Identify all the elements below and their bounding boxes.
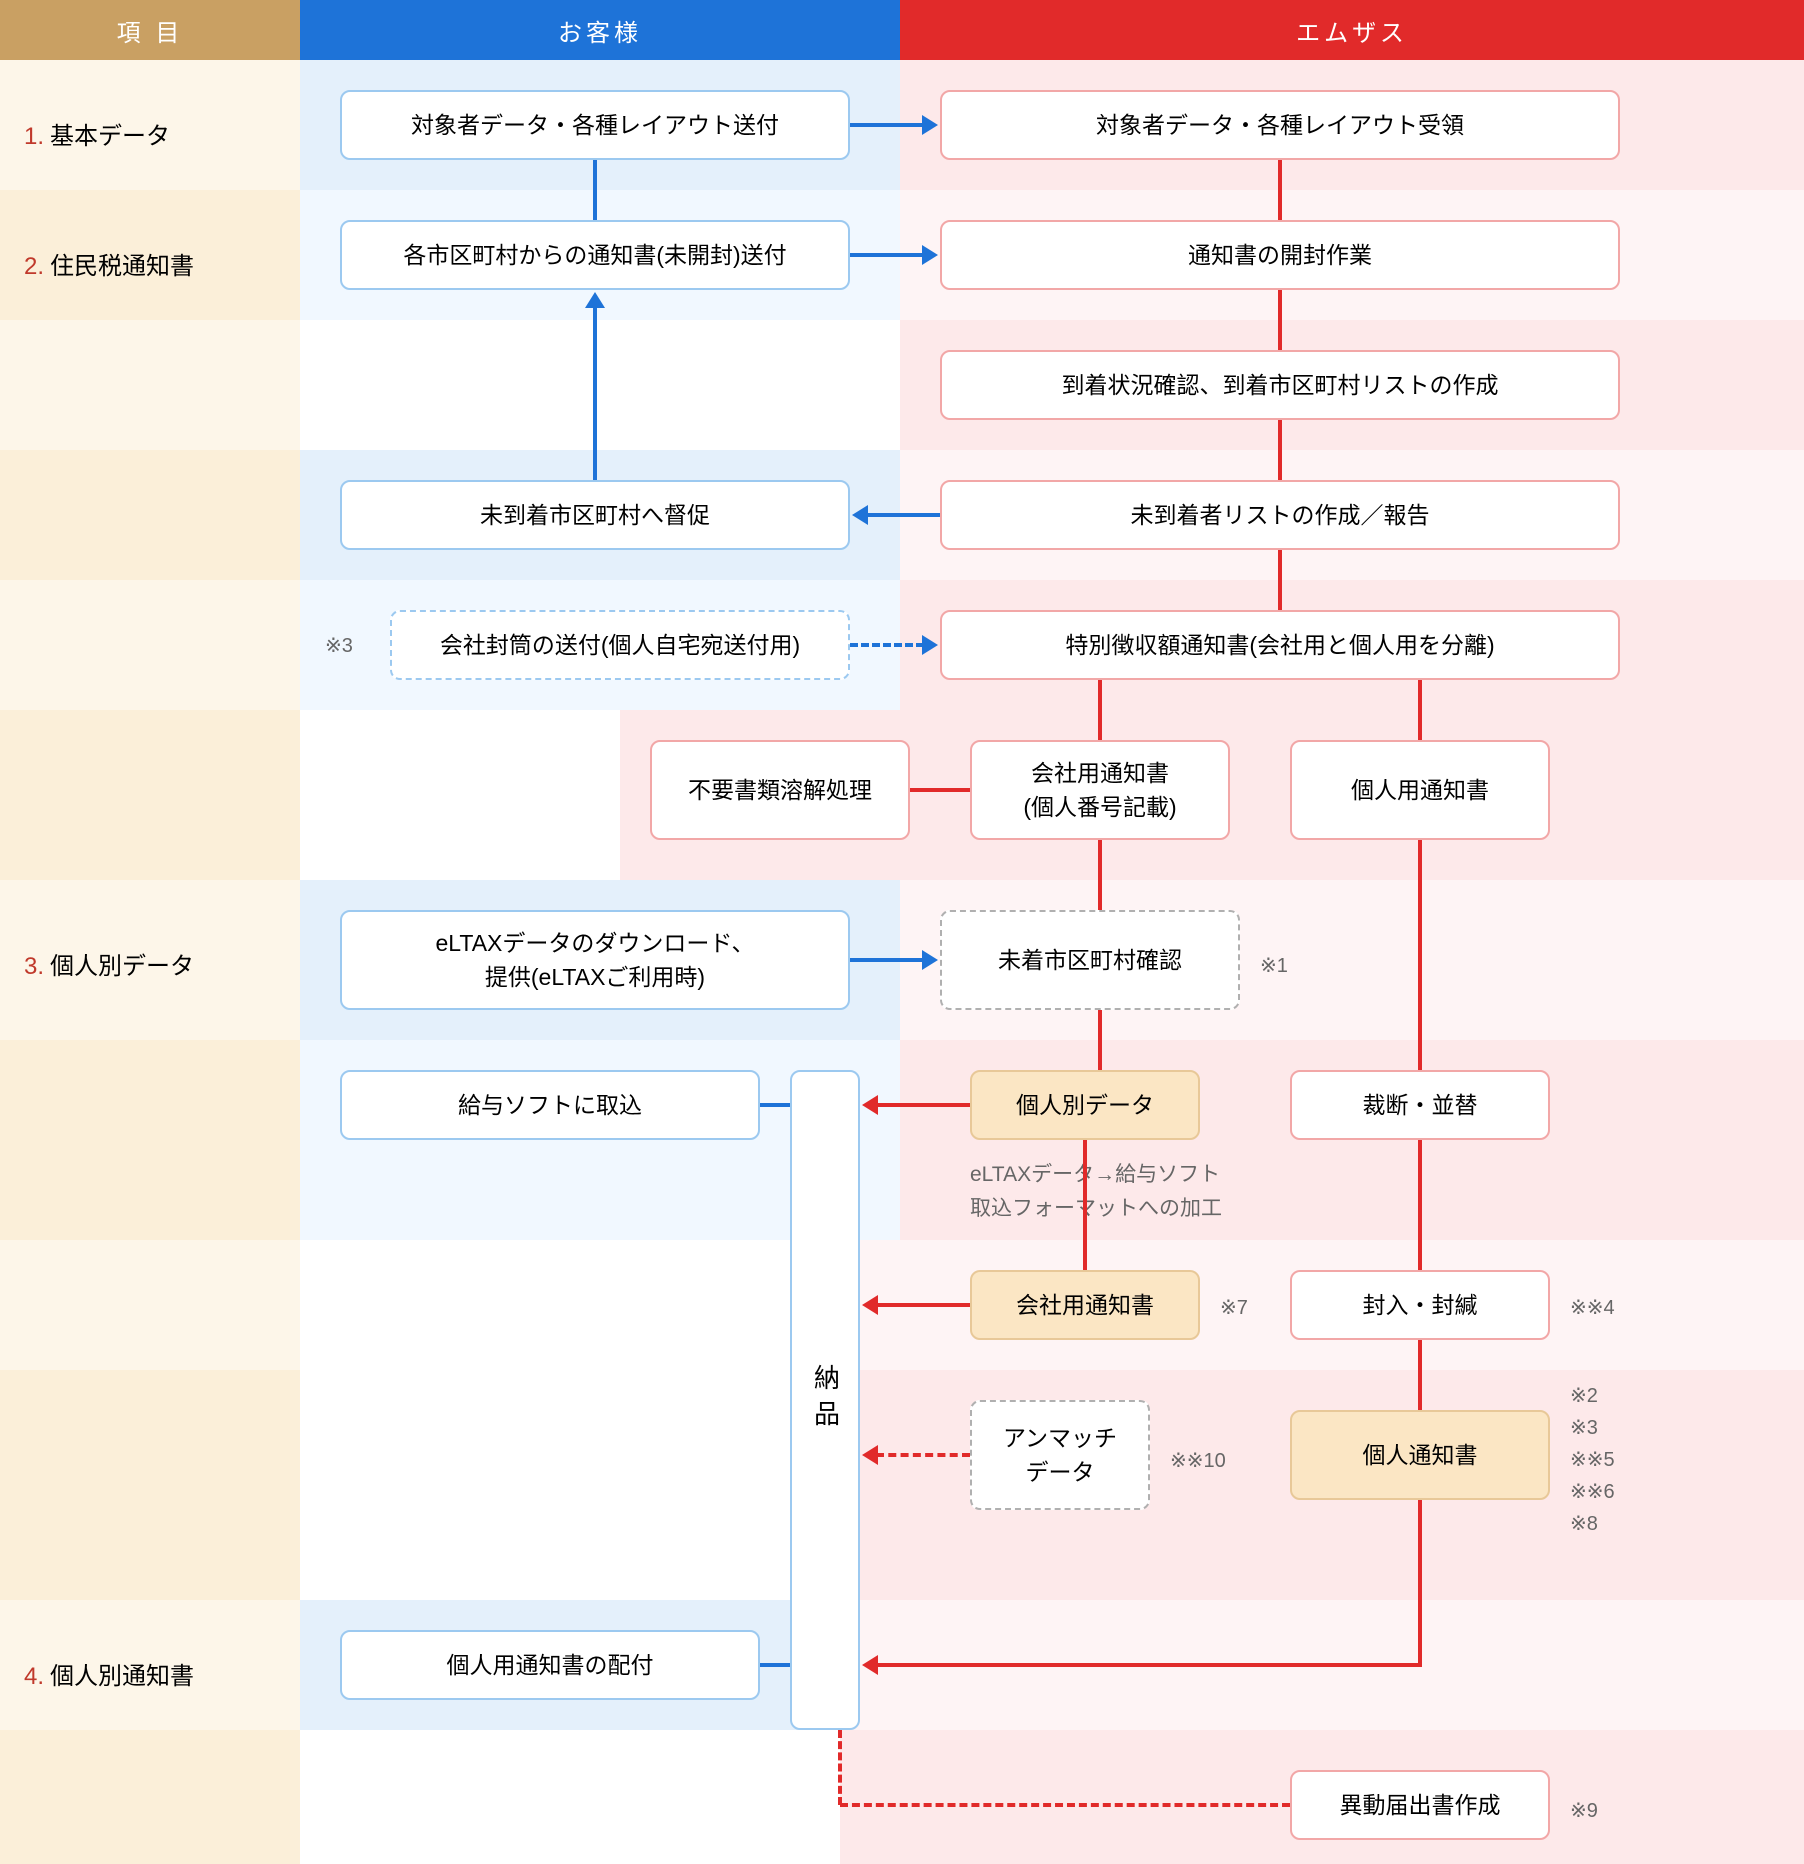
box-customer-distribute: 個人用通知書の配付 — [340, 1630, 760, 1700]
box-customer-import: 給与ソフトに取込 — [340, 1070, 760, 1140]
arrow-line — [876, 1103, 970, 1107]
arrow-head — [862, 1445, 878, 1465]
note-3-left: ※3 — [325, 630, 353, 662]
arrow-line — [838, 1730, 842, 1805]
lane-l-row — [0, 1370, 300, 1600]
lane-l-row — [0, 320, 300, 450]
arrow-line — [1418, 680, 1422, 740]
arrow-line — [850, 123, 924, 127]
arrow-head — [862, 1655, 878, 1675]
box-emzas-seal: 封入・封緘 — [1290, 1270, 1550, 1340]
box-emzas-company-notice-2: 会社用通知書 — [970, 1270, 1200, 1340]
box-customer-notice-send: 各市区町村からの通知書(未開封)送付 — [340, 220, 850, 290]
arrow-line — [850, 643, 924, 647]
arrow-line — [1418, 1500, 1422, 1663]
box-emzas-company-notice: 会社用通知書 (個人番号記載) — [970, 740, 1230, 840]
box-emzas-arrival-check: 到着状況確認、到着市区町村リストの作成 — [940, 350, 1620, 420]
lane-l-row — [0, 1240, 300, 1370]
arrow-line — [876, 1663, 1422, 1667]
lane-c-row — [300, 320, 900, 450]
arrow-line — [910, 788, 970, 792]
box-customer-eltax: eLTAXデータのダウンロード、 提供(eLTAXご利用時) — [340, 910, 850, 1010]
box-customer-data-send: 対象者データ・各種レイアウト送付 — [340, 90, 850, 160]
arrow-line — [1418, 1140, 1422, 1270]
note-eltax-process: eLTAXデータ→給与ソフト 取込フォーマットへの加工 — [970, 1158, 1222, 1225]
arrow-line — [1083, 1140, 1087, 1270]
lane-l-row — [0, 1730, 300, 1864]
flowchart-root: 項 目 お客様 エムザス 1.基本データ 2.住民税通知書 3.個人別データ 4… — [0, 0, 1804, 1864]
arrow-head — [852, 505, 868, 525]
box-emzas-personal-notice: 個人用通知書 — [1290, 740, 1550, 840]
lane-c-row — [300, 1730, 900, 1864]
arrow-head — [862, 1095, 878, 1115]
box-emzas-unmatch: アンマッチ データ — [970, 1400, 1150, 1510]
box-customer-envelope-send: 会社封筒の送付(個人自宅宛送付用) — [390, 610, 850, 680]
arrow-line — [840, 1803, 1290, 1807]
box-emzas-unreceived-report: 未到着者リストの作成／報告 — [940, 480, 1620, 550]
category-individual-data: 3.個人別データ — [0, 930, 300, 997]
note-4: ※※4 — [1570, 1292, 1615, 1324]
note-7: ※7 — [1220, 1292, 1248, 1324]
lane-l-row — [0, 450, 300, 580]
note-9: ※9 — [1570, 1795, 1598, 1827]
arrow-line — [876, 1453, 970, 1457]
note-right-list: ※2 ※3 ※※5 ※※6 ※8 — [1570, 1380, 1615, 1540]
arrow-line — [593, 160, 597, 220]
arrow-line — [1418, 840, 1422, 1070]
box-customer-reminder: 未到着市区町村へ督促 — [340, 480, 850, 550]
arrow-line — [1098, 1010, 1102, 1070]
box-emzas-data-receive: 対象者データ・各種レイアウト受領 — [940, 90, 1620, 160]
arrow-head — [922, 950, 938, 970]
box-delivery: 納品 — [790, 1070, 860, 1730]
arrow-head — [922, 245, 938, 265]
box-emzas-opening: 通知書の開封作業 — [940, 220, 1620, 290]
header-emzas: エムザス — [900, 0, 1804, 60]
arrow-line — [593, 306, 597, 480]
lane-l-row — [0, 580, 300, 710]
category-resident-tax: 2.住民税通知書 — [0, 230, 300, 297]
arrow-line — [850, 253, 924, 257]
arrow-line — [1098, 840, 1102, 910]
arrow-line — [1278, 290, 1282, 350]
arrow-line — [1098, 680, 1102, 740]
arrow-head — [922, 115, 938, 135]
category-basic-data: 1.基本データ — [0, 100, 300, 167]
box-emzas-personal-notice-2: 個人通知書 — [1290, 1410, 1550, 1500]
category-individual-notice: 4.個人別通知書 — [0, 1640, 300, 1707]
arrow-line — [760, 1663, 790, 1667]
arrow-line — [1278, 420, 1282, 480]
box-emzas-cut-sort: 裁断・並替 — [1290, 1070, 1550, 1140]
arrow-line — [876, 1303, 970, 1307]
note-1: ※1 — [1260, 950, 1288, 982]
arrow-line — [1278, 160, 1282, 220]
lane-l-row — [0, 710, 300, 880]
arrow-head — [585, 292, 605, 308]
arrow-head — [862, 1295, 878, 1315]
box-emzas-separate-notice: 特別徴収額通知書(会社用と個人用を分離) — [940, 610, 1620, 680]
arrow-line — [1418, 1340, 1422, 1410]
box-emzas-personal-data: 個人別データ — [970, 1070, 1200, 1140]
header-items: 項 目 — [0, 0, 300, 60]
box-emzas-dispose: 不要書類溶解処理 — [650, 740, 910, 840]
arrow-line — [760, 1103, 790, 1107]
note-10: ※※10 — [1170, 1445, 1226, 1477]
arrow-head — [922, 635, 938, 655]
header-customer: お客様 — [300, 0, 900, 60]
arrow-line — [1278, 550, 1282, 610]
box-emzas-unreceived-confirm: 未着市区町村確認 — [940, 910, 1240, 1010]
lane-l-row — [0, 1040, 300, 1240]
box-emzas-change-report: 異動届出書作成 — [1290, 1770, 1550, 1840]
arrow-line — [850, 958, 924, 962]
arrow-line — [866, 513, 940, 517]
